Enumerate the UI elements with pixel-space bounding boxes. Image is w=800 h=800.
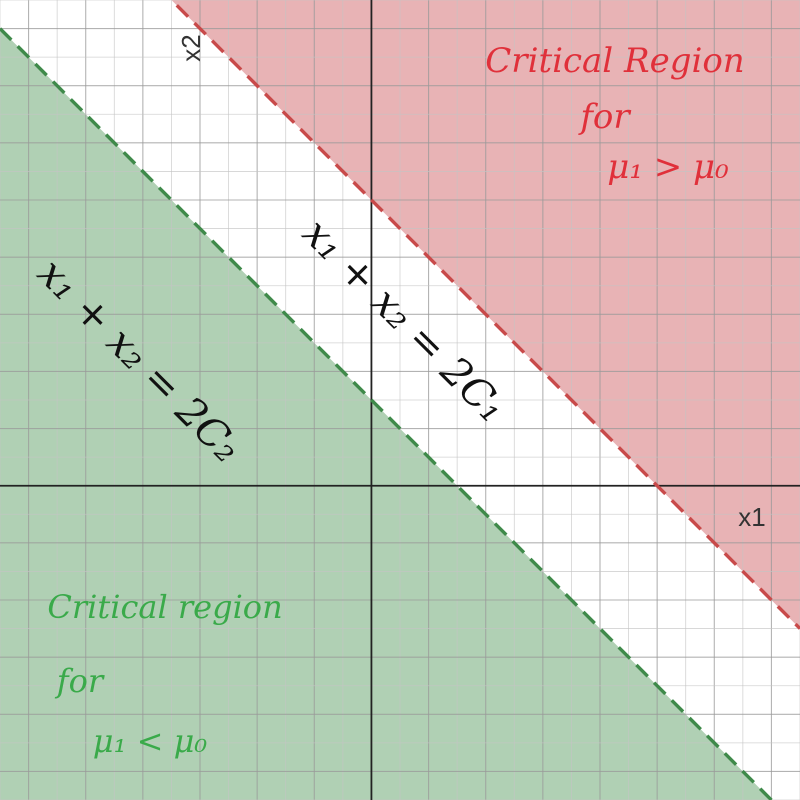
upper-region-label-line1: Critical Region: [485, 41, 744, 81]
upper-region-label-line3: μ₁ > μ₀: [607, 147, 729, 187]
y-axis-label: x2: [176, 34, 206, 61]
upper-region-label-line2: for: [577, 97, 631, 137]
line-2c2: [0, 27, 774, 800]
lower-region-label-line3: μ₁ < μ₀: [93, 722, 208, 760]
lower-region-label-line1: Critical region: [47, 588, 282, 626]
line-2c1: [169, 0, 800, 630]
lower-region-label-line2: for: [55, 662, 105, 700]
x-axis-label: x1: [738, 502, 765, 532]
